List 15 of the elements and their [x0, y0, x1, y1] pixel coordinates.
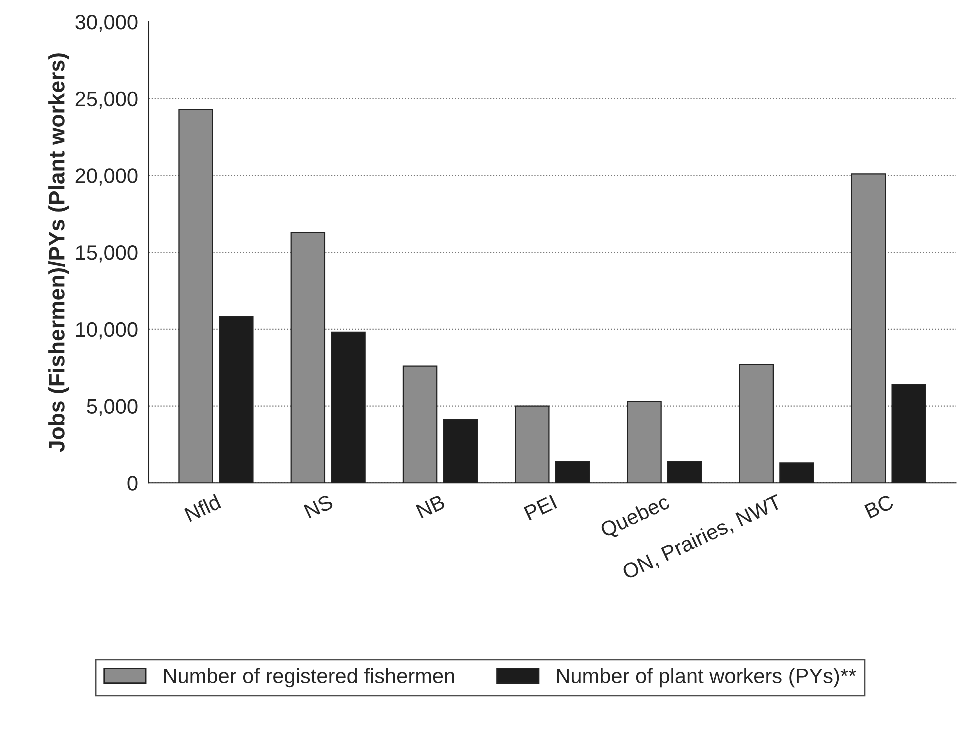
x-tick-label: NB	[416, 494, 446, 519]
y-tick-label: 15,000	[76, 246, 138, 263]
x-tick-label: Nfld	[184, 494, 222, 522]
legend-label: Number of registered fishermen	[164, 668, 454, 688]
y-tick-label: 30,000	[76, 14, 138, 32]
x-tick-label: PEI	[524, 495, 558, 521]
y-tick-label: 25,000	[76, 92, 138, 110]
x-tick-label: BC	[864, 494, 895, 519]
x-tick-label: NS	[304, 494, 334, 519]
y-tick-label: 5,000	[87, 399, 138, 416]
y-axis-title: Jobs (Fishermen)/PYs (Plant workers)	[48, 54, 70, 452]
y-tick-label: 20,000	[76, 168, 138, 186]
y-tick-label: 0	[128, 476, 138, 491]
legend-label: Number of plant workers (PYs)**	[557, 668, 856, 688]
y-tick-label: 10,000	[76, 322, 138, 340]
